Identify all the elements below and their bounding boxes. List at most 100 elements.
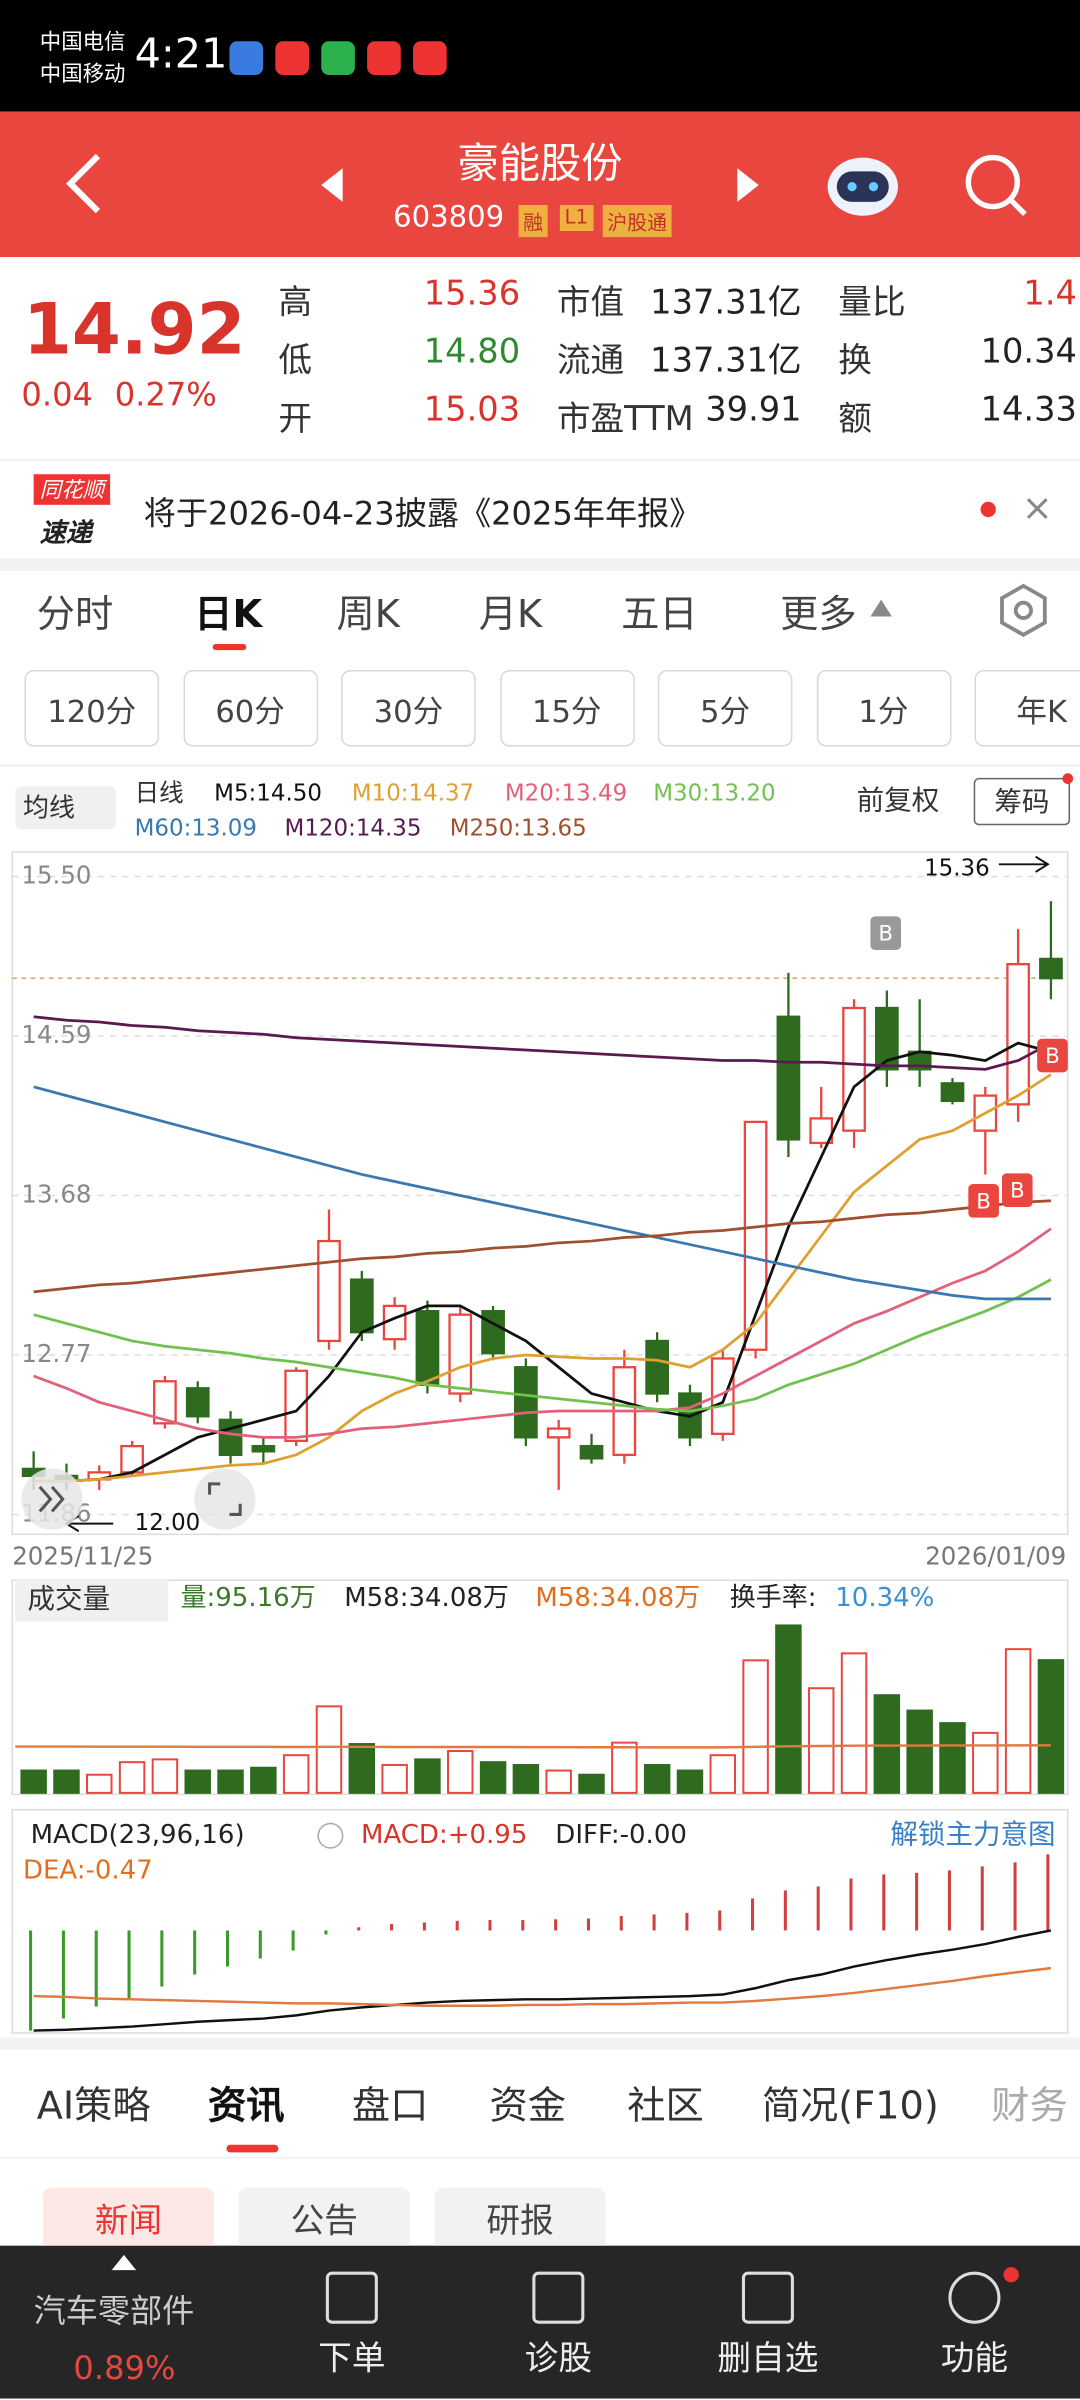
quote-value: 137.31亿 (650, 284, 802, 323)
adjust[interactable]: 前复权 (857, 785, 940, 817)
minute-button[interactable]: 1分 (816, 670, 951, 747)
settings-button[interactable] (994, 581, 1052, 639)
candle-body (415, 1310, 440, 1386)
ma-line (33, 1085, 1051, 1301)
brand: 速递 (39, 518, 92, 550)
app-icon (321, 41, 355, 75)
carrier: 中国移动 (39, 62, 126, 88)
tab-indicator (212, 644, 247, 651)
close-button[interactable]: × (1021, 486, 1053, 530)
volume-amount: 量:95.16万 (181, 1583, 316, 1613)
candle-body (481, 1310, 505, 1355)
nav-icon[interactable] (948, 2271, 1001, 2324)
volume-bar (709, 1754, 737, 1794)
sector-name[interactable]: 汽车零部件 (33, 2293, 195, 2330)
brand: 同花顺 (33, 474, 111, 505)
minute-button[interactable]: 年K (974, 670, 1080, 747)
divider (0, 2037, 1080, 2050)
period-tab[interactable]: 日K (194, 592, 263, 637)
ma-line (33, 1227, 1052, 1439)
volume-bar (643, 1763, 671, 1794)
quote-value: 14.33 (980, 391, 1077, 430)
news-tab[interactable]: 研报 (434, 2187, 606, 2246)
ma-legend: M30:13.20 (653, 780, 775, 806)
candle-body (251, 1444, 276, 1453)
search-button[interactable] (961, 150, 1031, 220)
quote-value: 15.36 (423, 275, 521, 314)
info-tab[interactable]: 社区 (627, 2083, 704, 2128)
period-tab[interactable]: 分时 (36, 592, 114, 637)
period-tab[interactable]: 更多 (780, 592, 857, 637)
volume-bar (939, 1722, 966, 1794)
period-tab[interactable]: 五日 (621, 592, 698, 637)
candle-body (284, 1369, 309, 1442)
assistant-icon[interactable] (823, 147, 903, 220)
news-tab[interactable]: 新闻 (42, 2187, 215, 2246)
y-tick-label: 12.77 (21, 1339, 91, 1368)
y-tick-label: 14.59 (21, 1020, 91, 1049)
clock: 4:21 (134, 30, 228, 79)
ma-legend: M120:14.35 (285, 816, 422, 842)
notice-text[interactable]: 将于2026-04-23披露《2025年年报》 (143, 495, 702, 533)
nav-label[interactable]: 下单 (318, 2340, 386, 2379)
change: 0.04 (21, 376, 93, 414)
volume-bar (86, 1773, 113, 1794)
ma-legend: M5:14.50 (214, 780, 322, 806)
minute-button[interactable]: 120分 (24, 670, 160, 747)
nav-label[interactable]: 功能 (940, 2340, 1009, 2379)
candle-body (710, 1357, 735, 1435)
volume-bar (873, 1694, 901, 1794)
volume-bar (184, 1769, 211, 1794)
minute-button[interactable]: 30分 (341, 670, 476, 747)
minute-button[interactable]: 15分 (499, 670, 635, 747)
chips[interactable]: 筹码 (994, 786, 1049, 818)
quote-value: 39.91 (705, 391, 802, 430)
app-icon (367, 41, 401, 75)
quote-label: 市值 (556, 284, 625, 323)
candle-body (842, 1006, 866, 1132)
volume-title[interactable]: 成交量 (28, 1583, 111, 1615)
nav-label[interactable]: 删自选 (717, 2340, 819, 2379)
period-tab[interactable]: 月K (478, 592, 543, 637)
volume-ma-line (15, 1744, 1051, 1749)
nav-icon[interactable] (532, 2271, 585, 2324)
back-button[interactable] (55, 150, 116, 217)
ma-toggle[interactable]: 均线 (23, 794, 75, 824)
nav-icon[interactable] (325, 2271, 378, 2324)
next-stock[interactable] (731, 165, 765, 205)
app-icon (275, 41, 310, 75)
prev-stock[interactable] (315, 165, 349, 205)
trade-marker (968, 1184, 999, 1218)
quote-label: 市盈TTM (556, 400, 694, 440)
quote-label: 高 (278, 284, 313, 323)
minute-button[interactable]: 5分 (657, 670, 793, 747)
sector-pct: 0.89% (73, 2349, 176, 2387)
trade-marker (870, 916, 902, 950)
candle-body (317, 1239, 341, 1343)
trade-marker (1001, 1173, 1033, 1207)
nav-icon[interactable] (741, 2271, 794, 2324)
macd-title[interactable]: MACD(23,96,16) (31, 1820, 245, 1850)
volume-frame (11, 1579, 1069, 1796)
volume-bar (611, 1741, 638, 1794)
info-tab[interactable]: AI策略 (36, 2083, 151, 2128)
info-tab[interactable]: 资讯 (208, 2083, 285, 2128)
minute-button[interactable]: 60分 (182, 670, 318, 747)
divider (0, 558, 1080, 571)
more-arrow (870, 599, 892, 617)
badge: 沪股通 (602, 204, 672, 238)
quote-label: 量比 (838, 284, 906, 323)
unlock-link[interactable]: 解锁主力意图 (890, 1819, 1055, 1851)
macd-frame (11, 1808, 1069, 2034)
volume-ma: M58:34.08万 (344, 1583, 509, 1613)
info-tab[interactable]: 财务 (991, 2083, 1068, 2128)
nav-label[interactable]: 诊股 (524, 2340, 593, 2379)
volume-bar (545, 1769, 572, 1794)
info-tab[interactable]: 资金 (489, 2083, 567, 2128)
ma-line (33, 1015, 1052, 1071)
volume-bar (512, 1763, 540, 1794)
info-tab[interactable]: 简况(F10) (761, 2083, 939, 2128)
news-tab[interactable]: 公告 (238, 2187, 410, 2246)
period-tab[interactable]: 周K (336, 592, 400, 637)
info-tab[interactable]: 盘口 (351, 2083, 429, 2128)
